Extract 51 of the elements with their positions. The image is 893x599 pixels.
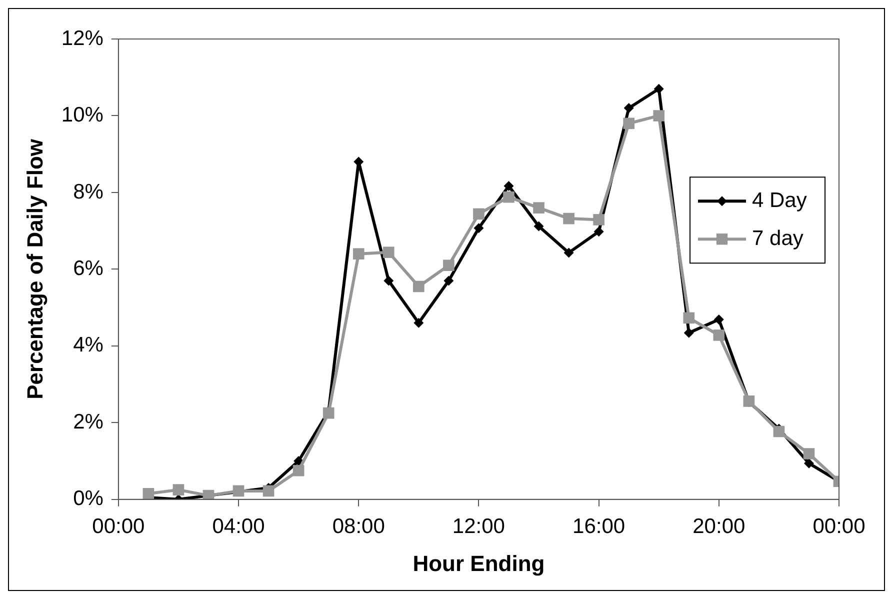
point [594, 226, 604, 237]
x-tick-label: 04:00 [212, 514, 265, 538]
x-tick-label: 16:00 [572, 514, 626, 538]
y-tick-label: 12% [61, 26, 104, 50]
y-tick-label: 2% [73, 410, 104, 434]
point [292, 464, 304, 476]
point [352, 248, 364, 260]
point [684, 328, 694, 338]
point [593, 214, 604, 226]
y-tick-label: 4% [73, 334, 104, 357]
point [624, 103, 634, 114]
point [443, 260, 454, 272]
x-tick-label: 00:00 [92, 514, 145, 538]
x-tick-label: 00:00 [812, 514, 866, 538]
point [382, 246, 394, 258]
point [384, 276, 394, 286]
point [654, 84, 664, 94]
point [713, 330, 725, 341]
y-tick-label: 6% [73, 256, 104, 280]
y-tick-label: 10% [61, 104, 104, 127]
point [504, 180, 514, 191]
point [142, 488, 154, 500]
point [473, 208, 484, 220]
point [803, 448, 815, 460]
y-tick-label: 8% [73, 180, 104, 204]
point [564, 248, 574, 258]
y-tick-label: 0% [73, 487, 104, 510]
y-axis-title: Percentage of Daily Flow [22, 138, 48, 400]
point [683, 312, 695, 324]
point [804, 458, 814, 468]
point [474, 223, 484, 234]
point [714, 314, 724, 324]
point [503, 191, 514, 203]
point [533, 202, 544, 214]
point [563, 212, 574, 224]
point [322, 407, 334, 419]
x-axis-title: Hour Ending [412, 550, 545, 576]
point [414, 318, 424, 328]
legend-label: 7 day [752, 226, 804, 250]
point [623, 118, 634, 130]
point [262, 485, 274, 497]
point [653, 110, 665, 122]
legend-label: 4 Day [752, 188, 808, 212]
point [444, 276, 454, 286]
x-tick-label: 12:00 [452, 514, 505, 538]
x-tick-label: 20:00 [692, 514, 746, 538]
x-tick-label: 08:00 [332, 514, 385, 538]
point [773, 426, 785, 438]
point [534, 221, 544, 232]
point [172, 484, 184, 496]
point [413, 280, 424, 292]
